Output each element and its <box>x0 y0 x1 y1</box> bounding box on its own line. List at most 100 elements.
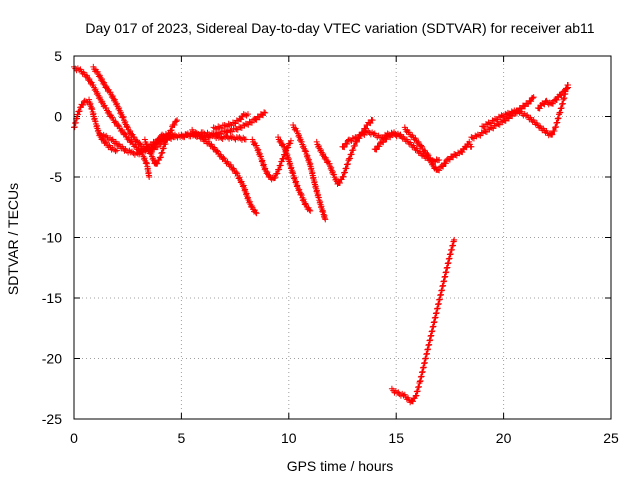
data-point <box>391 130 398 137</box>
data-point <box>285 144 292 151</box>
data-point <box>113 100 120 107</box>
data-point <box>384 132 391 139</box>
data-point <box>237 135 244 142</box>
data-point <box>348 151 355 158</box>
data-point <box>440 163 447 170</box>
data-point <box>94 90 101 97</box>
data-point <box>235 175 242 182</box>
plot-frame <box>73 55 612 420</box>
series-track-k <box>275 134 314 214</box>
data-point <box>239 180 246 187</box>
data-point <box>253 210 260 217</box>
series-track-a <box>71 63 153 180</box>
data-point <box>455 149 462 156</box>
data-point <box>296 186 303 193</box>
data-point <box>223 132 230 139</box>
data-point <box>248 202 255 209</box>
data-point <box>236 123 243 130</box>
data-point <box>244 111 251 118</box>
data-point <box>91 87 98 94</box>
data-point <box>367 120 374 127</box>
data-point <box>392 131 399 138</box>
data-point <box>148 151 155 158</box>
series-track-g <box>189 126 260 217</box>
data-point <box>317 148 324 155</box>
series-track-j <box>249 136 294 183</box>
data-points <box>71 63 572 406</box>
data-point <box>529 95 536 102</box>
data-point <box>490 125 497 132</box>
data-point <box>314 141 321 148</box>
data-point <box>436 157 443 164</box>
data-point <box>238 178 245 185</box>
data-point <box>242 136 249 143</box>
data-point <box>564 85 571 92</box>
data-point <box>298 138 305 145</box>
data-point <box>530 94 537 101</box>
y-tick-label: 5 <box>54 48 62 64</box>
chart-title: Day 017 of 2023, Sidereal Day-to-day VTE… <box>85 20 594 36</box>
data-point <box>294 128 301 135</box>
data-point <box>96 94 103 101</box>
data-point <box>494 116 501 123</box>
data-point <box>483 128 490 135</box>
data-point <box>451 236 458 243</box>
series-track-q <box>388 236 458 406</box>
data-point <box>127 149 134 156</box>
data-point <box>236 134 243 141</box>
x-tick-label: 25 <box>603 430 619 446</box>
data-point <box>171 121 178 128</box>
data-point <box>238 116 245 123</box>
data-point <box>287 140 294 147</box>
data-point <box>347 155 354 162</box>
data-point <box>146 174 153 180</box>
data-point <box>380 139 387 146</box>
series-track-f <box>141 117 181 167</box>
data-point <box>92 86 99 93</box>
data-point <box>451 151 458 158</box>
data-point <box>174 117 181 124</box>
data-point <box>240 121 247 128</box>
data-point <box>93 91 100 98</box>
data-point <box>369 117 376 124</box>
data-point <box>119 113 126 120</box>
y-tick-label: -10 <box>42 230 62 246</box>
data-point <box>565 84 572 91</box>
series-track-b <box>71 96 120 155</box>
data-point <box>242 111 249 118</box>
data-point <box>436 167 443 174</box>
data-point <box>326 160 333 167</box>
data-point <box>255 146 262 153</box>
data-point <box>173 118 180 125</box>
data-point <box>237 179 244 186</box>
data-point <box>318 146 325 153</box>
data-point <box>121 130 128 137</box>
data-point <box>157 136 164 143</box>
data-point <box>307 207 314 214</box>
y-tick-label: -20 <box>42 351 62 367</box>
data-point <box>477 132 484 139</box>
data-point <box>262 109 269 116</box>
data-point <box>313 138 320 145</box>
data-point <box>76 108 83 115</box>
data-point <box>504 109 511 116</box>
data-point <box>90 82 97 89</box>
data-point <box>341 144 348 151</box>
data-point <box>116 105 123 112</box>
data-point <box>164 136 171 143</box>
data-point <box>112 148 119 155</box>
data-point <box>124 123 131 130</box>
data-point <box>296 132 303 139</box>
data-point <box>433 156 440 163</box>
data-point <box>147 150 154 157</box>
data-point <box>80 101 87 108</box>
data-point <box>558 92 565 99</box>
data-point <box>272 174 279 181</box>
data-point <box>409 398 416 405</box>
data-point <box>488 120 495 127</box>
data-point <box>302 200 309 207</box>
data-point <box>562 88 569 95</box>
axis-ticks: 0 5 10 15 20 25 5 0 -5 -10 -15 -20 -25 <box>42 48 619 446</box>
data-point <box>136 140 143 147</box>
data-point <box>550 100 557 107</box>
